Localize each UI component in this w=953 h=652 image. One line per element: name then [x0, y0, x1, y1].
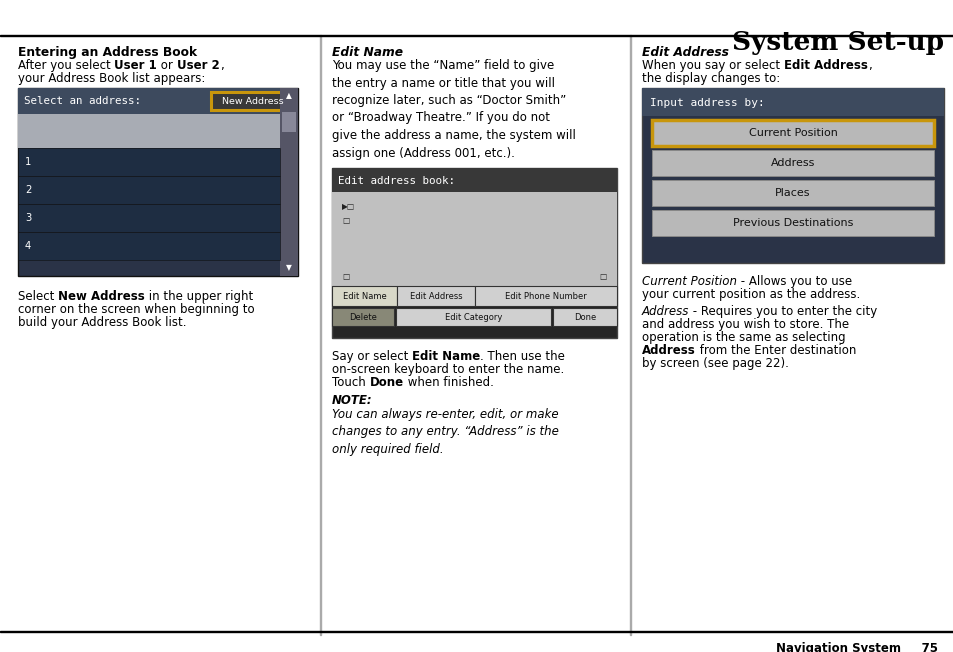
Text: Edit Address: Edit Address [783, 59, 867, 72]
Bar [332, 168, 617, 338]
Bar [332, 308, 394, 326]
Text: corner on the screen when beginning to: corner on the screen when beginning to [18, 303, 254, 316]
Bar [211, 92, 294, 110]
Text: Select: Select [18, 290, 58, 303]
Text: Address: Address [770, 158, 814, 168]
Text: When you say or select: When you say or select [641, 59, 783, 72]
Text: by screen (see page 22).: by screen (see page 22). [641, 357, 788, 370]
Text: . Then use the: . Then use the [480, 350, 565, 363]
Text: □: □ [341, 271, 349, 280]
Text: - Allows you to use: - Allows you to use [737, 275, 851, 288]
Text: NOTE:: NOTE: [332, 394, 373, 407]
Bar [18, 232, 280, 260]
Text: Edit Address: Edit Address [641, 46, 728, 59]
Text: operation is the same as selecting: operation is the same as selecting [641, 331, 844, 344]
Text: Edit Phone Number: Edit Phone Number [504, 292, 586, 301]
Text: in the upper right: in the upper right [145, 290, 253, 303]
Bar [282, 112, 295, 132]
Text: Edit address book:: Edit address book: [337, 175, 455, 186]
Text: Current Position: Current Position [641, 275, 737, 288]
Text: Edit Name: Edit Name [332, 46, 402, 59]
Text: on-screen keyboard to enter the name.: on-screen keyboard to enter the name. [332, 363, 563, 376]
Text: Edit Name: Edit Name [342, 292, 386, 301]
Text: Current Position: Current Position [748, 128, 837, 138]
Text: 2: 2 [25, 185, 31, 195]
Bar [0, 630, 953, 632]
Text: Say or select: Say or select [332, 350, 412, 363]
Bar [475, 286, 617, 306]
Bar [396, 286, 475, 306]
Bar [0, 35, 953, 36]
Text: when finished.: when finished. [403, 376, 493, 389]
Text: New Address: New Address [222, 96, 283, 106]
Text: Places: Places [775, 188, 810, 198]
Text: Previous Destinations: Previous Destinations [732, 218, 852, 228]
Bar [651, 120, 933, 146]
Bar [395, 308, 551, 326]
Text: 1: 1 [25, 157, 31, 167]
Bar [651, 150, 933, 176]
Text: Edit Address: Edit Address [409, 292, 462, 301]
Text: Touch: Touch [332, 376, 369, 389]
Text: ▲: ▲ [286, 91, 292, 100]
Text: New Address: New Address [58, 290, 145, 303]
Text: - Requires you to enter the city: - Requires you to enter the city [689, 305, 877, 318]
Text: User 2: User 2 [176, 59, 219, 72]
Text: ▼: ▼ [286, 263, 292, 273]
Bar [629, 35, 630, 635]
Text: Input address by:: Input address by: [649, 98, 764, 108]
Text: and address you wish to store. The: and address you wish to store. The [641, 318, 848, 331]
Bar [18, 176, 280, 204]
Bar [280, 88, 297, 276]
Bar [332, 192, 617, 286]
Text: Entering an Address Book: Entering an Address Book [18, 46, 197, 59]
Bar [332, 168, 617, 192]
Text: User 1: User 1 [114, 59, 157, 72]
Text: ,: , [867, 59, 871, 72]
Text: or: or [157, 59, 176, 72]
Text: Address: Address [641, 344, 695, 357]
Text: Edit Category: Edit Category [444, 313, 501, 322]
Text: You may use the “Name” field to give
the entry a name or title that you will
rec: You may use the “Name” field to give the… [332, 59, 576, 160]
Text: Done: Done [369, 376, 403, 389]
Text: Done: Done [574, 313, 596, 322]
Text: You can always re-enter, edit, or make
changes to any entry. “Address” is the
on: You can always re-enter, edit, or make c… [332, 408, 558, 456]
Text: Navigation System     75: Navigation System 75 [775, 642, 937, 652]
Bar [18, 88, 297, 114]
Bar [651, 210, 933, 236]
Text: 4: 4 [25, 241, 31, 251]
Text: Address: Address [641, 305, 689, 318]
Text: build your Address Book list.: build your Address Book list. [18, 316, 186, 329]
Text: your current position as the address.: your current position as the address. [641, 288, 860, 301]
Bar [18, 148, 280, 176]
Bar [651, 120, 933, 146]
Text: System Set-up: System Set-up [731, 30, 943, 55]
Text: Edit Name: Edit Name [412, 350, 480, 363]
Text: Delete: Delete [349, 313, 376, 322]
Text: After you select: After you select [18, 59, 114, 72]
Bar [319, 35, 320, 635]
Text: □: □ [598, 271, 605, 280]
Bar [641, 88, 943, 263]
Bar [651, 180, 933, 206]
Bar [332, 286, 396, 306]
Text: ,: , [219, 59, 223, 72]
Text: from the Enter destination: from the Enter destination [695, 344, 855, 357]
Bar [553, 308, 617, 326]
Bar [18, 204, 280, 232]
Bar [18, 88, 297, 276]
Text: your Address Book list appears:: your Address Book list appears: [18, 72, 205, 85]
Text: ▶□: ▶□ [341, 201, 355, 211]
Text: Select an address:: Select an address: [24, 96, 141, 106]
Text: □: □ [341, 216, 349, 224]
Bar [641, 88, 943, 116]
Text: 3: 3 [25, 213, 31, 223]
Bar [18, 114, 280, 148]
Text: the display changes to:: the display changes to: [641, 72, 780, 85]
